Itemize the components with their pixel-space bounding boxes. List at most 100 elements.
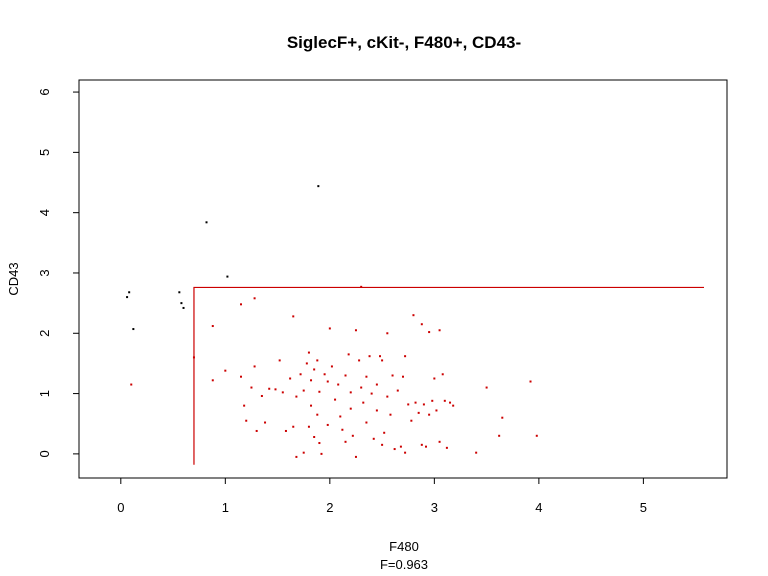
gate-layer	[193, 286, 705, 465]
point-inside-gate	[347, 353, 350, 356]
point-inside-gate	[529, 380, 532, 383]
point-inside-gate	[441, 373, 444, 376]
point-inside-gate	[130, 383, 133, 386]
point-inside-gate	[224, 369, 227, 372]
point-inside-gate	[211, 325, 214, 328]
point-inside-gate	[354, 455, 357, 458]
point-inside-gate	[292, 425, 295, 428]
point-inside-gate	[399, 445, 402, 448]
point-outside-gate	[132, 328, 135, 331]
point-inside-gate	[328, 327, 331, 330]
point-inside-gate	[274, 388, 277, 391]
point-inside-gate	[365, 375, 368, 378]
point-inside-gate	[307, 351, 310, 354]
y-tick-label: 3	[37, 269, 52, 276]
point-inside-gate	[404, 451, 407, 454]
point-inside-gate	[402, 375, 404, 378]
point-inside-gate	[386, 395, 389, 398]
point-inside-gate	[420, 323, 423, 326]
point-inside-gate	[358, 359, 361, 362]
point-inside-gate	[379, 355, 382, 358]
point-inside-gate	[383, 431, 386, 434]
point-inside-gate	[431, 399, 434, 402]
point-inside-gate	[443, 399, 446, 402]
point-inside-gate	[292, 315, 295, 318]
point-inside-gate	[284, 429, 287, 432]
point-inside-gate	[245, 419, 248, 422]
point-inside-gate	[354, 329, 357, 332]
point-inside-gate	[351, 434, 354, 437]
point-inside-gate	[264, 421, 267, 424]
point-inside-gate	[485, 386, 488, 389]
point-inside-gate	[250, 386, 253, 389]
point-inside-gate	[318, 390, 321, 393]
point-inside-gate	[339, 415, 342, 418]
point-inside-gate	[438, 440, 441, 443]
point-inside-gate	[428, 413, 431, 416]
point-inside-gate	[360, 285, 363, 288]
point-inside-gate	[305, 362, 308, 365]
point-inside-gate	[313, 368, 316, 371]
point-inside-gate	[313, 435, 316, 438]
point-inside-gate	[445, 446, 448, 449]
point-outside-gate	[178, 291, 181, 294]
point-outside-gate	[126, 296, 129, 299]
point-inside-gate	[318, 442, 321, 445]
y-axis: 0 1 2 3 4 5 6	[37, 88, 79, 457]
point-inside-gate	[375, 409, 378, 412]
point-inside-gate	[370, 392, 373, 395]
point-inside-gate	[349, 391, 352, 394]
x-axis: 0 1 2 3 4 5	[117, 478, 647, 515]
point-inside-gate	[475, 451, 478, 454]
point-outside-gate	[182, 306, 185, 309]
point-inside-gate	[404, 355, 407, 358]
point-inside-gate	[389, 413, 392, 416]
point-inside-gate	[302, 451, 305, 454]
point-inside-gate	[330, 365, 333, 368]
point-inside-gate	[295, 395, 298, 398]
point-inside-gate	[310, 404, 313, 407]
point-inside-gate	[422, 403, 425, 406]
point-inside-gate	[334, 398, 337, 401]
point-inside-gate	[289, 377, 292, 380]
x-tick-label: 5	[640, 500, 647, 515]
point-outside-gate	[317, 185, 320, 188]
point-inside-gate	[410, 419, 413, 422]
point-inside-gate	[428, 331, 431, 334]
chart-title: SiglecF+, cKit-, F480+, CD43-	[287, 33, 521, 52]
x-tick-label: 1	[222, 500, 229, 515]
y-tick-label: 4	[37, 209, 52, 216]
point-inside-gate	[211, 379, 214, 382]
gate-line	[193, 286, 705, 465]
x-tick-label: 3	[431, 500, 438, 515]
point-inside-gate	[435, 409, 438, 412]
point-inside-gate	[424, 445, 427, 448]
point-inside-gate	[326, 423, 329, 426]
point-inside-gate	[381, 359, 384, 362]
point-inside-gate	[320, 452, 323, 455]
point-inside-gate	[341, 428, 344, 431]
point-inside-gate	[326, 380, 329, 383]
point-inside-gate	[316, 413, 319, 416]
point-outside-gate	[128, 291, 131, 294]
point-inside-gate	[323, 373, 326, 376]
point-inside-gate	[240, 375, 242, 378]
point-inside-gate	[375, 383, 378, 386]
point-inside-gate	[414, 401, 417, 404]
point-inside-gate	[299, 373, 302, 376]
point-inside-gate	[417, 411, 420, 414]
point-inside-gate	[243, 404, 246, 407]
point-inside-gate	[452, 404, 455, 407]
point-inside-gate	[344, 440, 347, 443]
point-outside-gate	[226, 275, 229, 278]
plot-box	[78, 79, 728, 479]
point-inside-gate	[278, 359, 281, 362]
point-inside-gate	[498, 434, 501, 437]
point-outside-gate	[205, 221, 208, 224]
point-inside-gate	[372, 437, 375, 440]
point-outside-gate	[180, 302, 183, 305]
point-inside-gate	[281, 391, 284, 394]
point-inside-gate	[368, 355, 371, 358]
point-inside-gate	[501, 416, 504, 419]
